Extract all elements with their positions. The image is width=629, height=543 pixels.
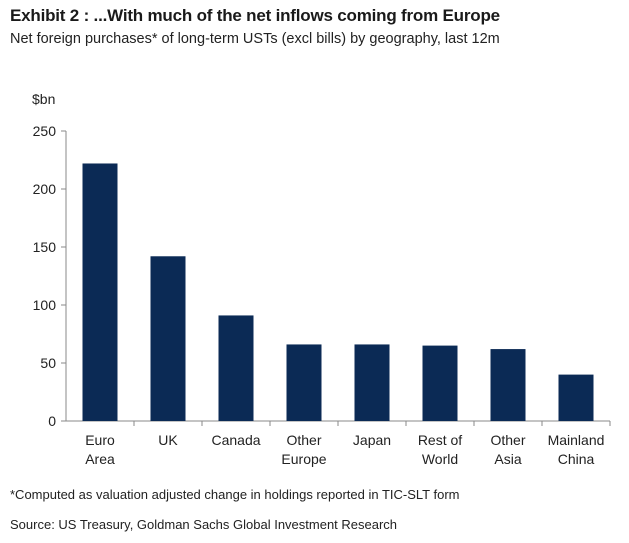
- y-tick-label: 100: [33, 297, 57, 313]
- bar: [150, 256, 186, 421]
- y-tick-label: 50: [40, 355, 56, 371]
- bar: [422, 345, 458, 421]
- y-tick-label: 150: [33, 239, 57, 255]
- x-category-label: Other: [286, 432, 321, 448]
- source-note: Source: US Treasury, Goldman Sachs Globa…: [10, 517, 398, 532]
- x-category-label: Rest of: [418, 432, 462, 448]
- x-category-label: Mainland: [548, 432, 605, 448]
- chart-title: Exhibit 2 : ...With much of the net infl…: [10, 6, 500, 25]
- y-tick-label: 250: [33, 123, 57, 139]
- x-category-label: Asia: [494, 451, 521, 467]
- x-category-label: Area: [85, 451, 115, 467]
- x-category-label: Japan: [353, 432, 391, 448]
- bar: [82, 163, 118, 422]
- x-category-label: Europe: [281, 451, 326, 467]
- y-tick-label: 200: [33, 181, 57, 197]
- bar: [558, 374, 594, 421]
- bar: [218, 315, 254, 421]
- x-category-label: World: [422, 451, 458, 467]
- y-tick-label: 0: [48, 413, 56, 429]
- x-category-label: Canada: [211, 432, 260, 448]
- bar: [286, 344, 322, 421]
- x-category-label: UK: [158, 432, 178, 448]
- chart-subtitle: Net foreign purchases* of long-term USTs…: [10, 31, 500, 47]
- x-category-label: Euro: [85, 432, 115, 448]
- bar: [354, 344, 390, 421]
- footnote: *Computed as valuation adjusted change i…: [10, 487, 460, 502]
- x-category-label: China: [558, 451, 595, 467]
- bar: [490, 349, 526, 421]
- y-axis-unit-label: $bn: [32, 91, 55, 107]
- x-category-label: Other: [490, 432, 525, 448]
